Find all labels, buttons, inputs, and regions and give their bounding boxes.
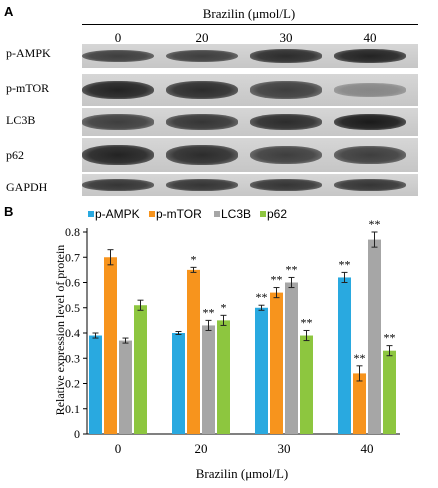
y-tick-label: 0.3 <box>65 351 80 365</box>
blot-strip-p62 <box>82 138 418 172</box>
blot-band <box>82 80 154 100</box>
bar <box>255 307 268 434</box>
bar <box>368 239 381 434</box>
bar <box>353 373 366 434</box>
bar <box>270 292 283 434</box>
legend-swatch <box>214 211 220 217</box>
legend-label: p62 <box>267 207 287 221</box>
significance-label: * <box>221 300 227 314</box>
significance-label: ** <box>256 290 268 304</box>
significance-label: ** <box>301 315 313 329</box>
x-tick-label: 30 <box>278 441 291 456</box>
y-tick-label: 0.2 <box>65 377 80 391</box>
blot-dose-label: 20 <box>195 30 209 45</box>
bar <box>119 340 132 434</box>
blot-band <box>250 114 322 130</box>
blot-dose-label: 40 <box>363 30 377 45</box>
blot-strip-lc3b <box>82 108 418 136</box>
significance-label: ** <box>339 257 351 271</box>
blot-dose-label: 0 <box>114 30 122 45</box>
x-axis-label: Brazilin (μmol/L) <box>196 466 289 481</box>
blot-dose-label: 30 <box>279 30 293 45</box>
blot-band <box>250 49 322 63</box>
y-tick-label: 0.5 <box>65 301 80 315</box>
y-axis-label: Relative expression level of protein <box>53 245 67 416</box>
y-tick-label: 0.4 <box>65 326 80 340</box>
blot-title: Brazilin (μmol/L) <box>202 6 296 21</box>
legend-label: p-AMPK <box>95 207 140 221</box>
blot-band <box>82 114 154 130</box>
x-tick-label: 40 <box>361 441 374 456</box>
blot-row-label: GAPDH <box>6 180 48 194</box>
chart-bars: ******************** <box>89 217 396 434</box>
bar <box>104 257 117 434</box>
blot-title-underline <box>82 24 418 25</box>
blot-strip-gapdh <box>82 174 418 196</box>
y-tick-label: 0.6 <box>65 276 80 290</box>
blot-band <box>334 113 406 131</box>
significance-label: * <box>191 252 197 266</box>
blot-band <box>82 145 154 165</box>
bar <box>134 305 147 434</box>
panel-b-letter: B <box>4 204 14 219</box>
blot-row-label: LC3B <box>6 113 36 127</box>
chart-axes: 0 0.1 0.2 0.3 0.4 0.5 0.6 0.7 0.8 0 20 30 40 <box>65 225 400 456</box>
blot-band <box>166 80 238 100</box>
significance-label: ** <box>354 351 366 365</box>
blot-band <box>250 145 322 165</box>
bar <box>202 325 215 434</box>
bar <box>300 335 313 434</box>
y-tick-label: 0.8 <box>65 225 80 239</box>
bar <box>172 333 185 434</box>
chart-legend: p-AMPK p-mTOR LC3B p62 <box>88 207 287 221</box>
x-tick-label: 0 <box>115 441 122 456</box>
bar <box>285 282 298 434</box>
y-tick-label: 0 <box>74 427 80 441</box>
blot-band <box>166 145 238 165</box>
blot-band <box>82 178 154 192</box>
blot-strip-p-ampk <box>82 44 418 68</box>
blot-row-label: p-AMPK <box>6 46 51 60</box>
legend-swatch <box>260 211 266 217</box>
y-tick-label: 0.1 <box>65 402 80 416</box>
blot-band <box>334 145 406 165</box>
blot-band <box>250 178 322 192</box>
legend-label: p-mTOR <box>156 207 202 221</box>
significance-label: ** <box>384 331 396 345</box>
bar <box>338 277 351 434</box>
significance-label: ** <box>271 273 283 287</box>
blot-strip-p-mtor <box>82 74 418 106</box>
bar <box>217 320 230 434</box>
panel-a-letter: A <box>4 4 14 19</box>
legend-swatch <box>88 211 94 217</box>
legend-label: LC3B <box>221 207 251 221</box>
y-tick-label: 0.7 <box>65 250 80 264</box>
blot-band <box>166 114 238 130</box>
blot-band <box>166 178 238 192</box>
significance-label: ** <box>369 217 381 231</box>
bar <box>89 335 102 434</box>
bar <box>187 269 200 434</box>
blot-band <box>334 178 406 192</box>
significance-label: ** <box>203 305 215 319</box>
blot-row-label: p62 <box>6 148 24 162</box>
blot-row-label: p-mTOR <box>6 81 50 95</box>
legend-swatch <box>149 211 155 217</box>
blot-band <box>82 49 154 63</box>
blot-band <box>166 49 238 63</box>
blot-band <box>334 48 406 63</box>
x-tick-label: 20 <box>195 441 208 456</box>
blot-band <box>334 83 406 97</box>
blot-band <box>250 81 322 99</box>
bar <box>383 350 396 434</box>
significance-label: ** <box>286 262 298 276</box>
